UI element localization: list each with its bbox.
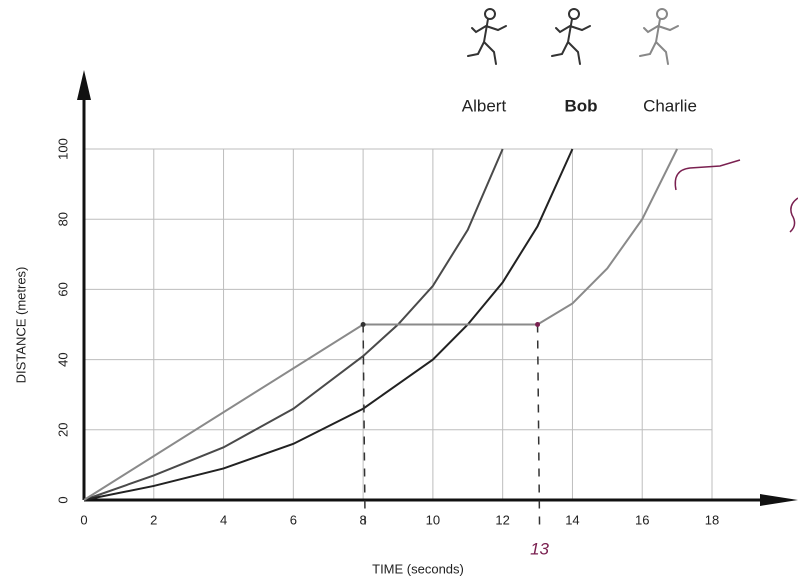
y-tick-label: 100	[55, 138, 70, 160]
runner-icon	[467, 8, 507, 65]
legend-label: Charlie	[643, 96, 697, 115]
handwriting	[674, 159, 741, 191]
annotation: 13	[530, 539, 549, 558]
y-tick-label: 0	[55, 496, 70, 503]
legend-label: Albert	[462, 96, 507, 115]
y-tick-label: 20	[55, 423, 70, 437]
x-tick-label: 2	[150, 512, 157, 527]
y-tick-label: 40	[55, 352, 70, 366]
y-tick-label: 80	[55, 212, 70, 226]
x-tick-label: 8	[359, 512, 366, 527]
y-tick-label: 60	[55, 282, 70, 296]
point	[360, 322, 366, 327]
x-tick-label: 10	[426, 512, 440, 527]
x-tick-label: 14	[565, 512, 579, 527]
x-tick-label: 18	[705, 512, 719, 527]
series-line	[83, 148, 679, 501]
drop-line	[536, 324, 541, 529]
legend-label: Bob	[564, 96, 597, 115]
x-tick-label: 6	[290, 512, 297, 527]
x-axis-arrow	[760, 494, 798, 506]
series-line	[83, 148, 504, 501]
x-tick-label: 16	[635, 512, 649, 527]
runner-icon	[639, 8, 679, 65]
y-axis-label: DISTANCE (metres)	[13, 267, 28, 384]
x-tick-label: 12	[495, 512, 509, 527]
x-tick-label: 0	[80, 512, 87, 527]
y-axis-arrow	[77, 70, 91, 100]
x-tick-label: 4	[220, 512, 227, 527]
handwriting	[789, 197, 798, 233]
x-axis-label: TIME (seconds)	[372, 561, 464, 576]
point	[535, 322, 541, 327]
legend-figures	[467, 8, 679, 65]
runner-icon	[551, 8, 591, 65]
series-line	[83, 148, 574, 501]
drop-line	[362, 324, 366, 529]
